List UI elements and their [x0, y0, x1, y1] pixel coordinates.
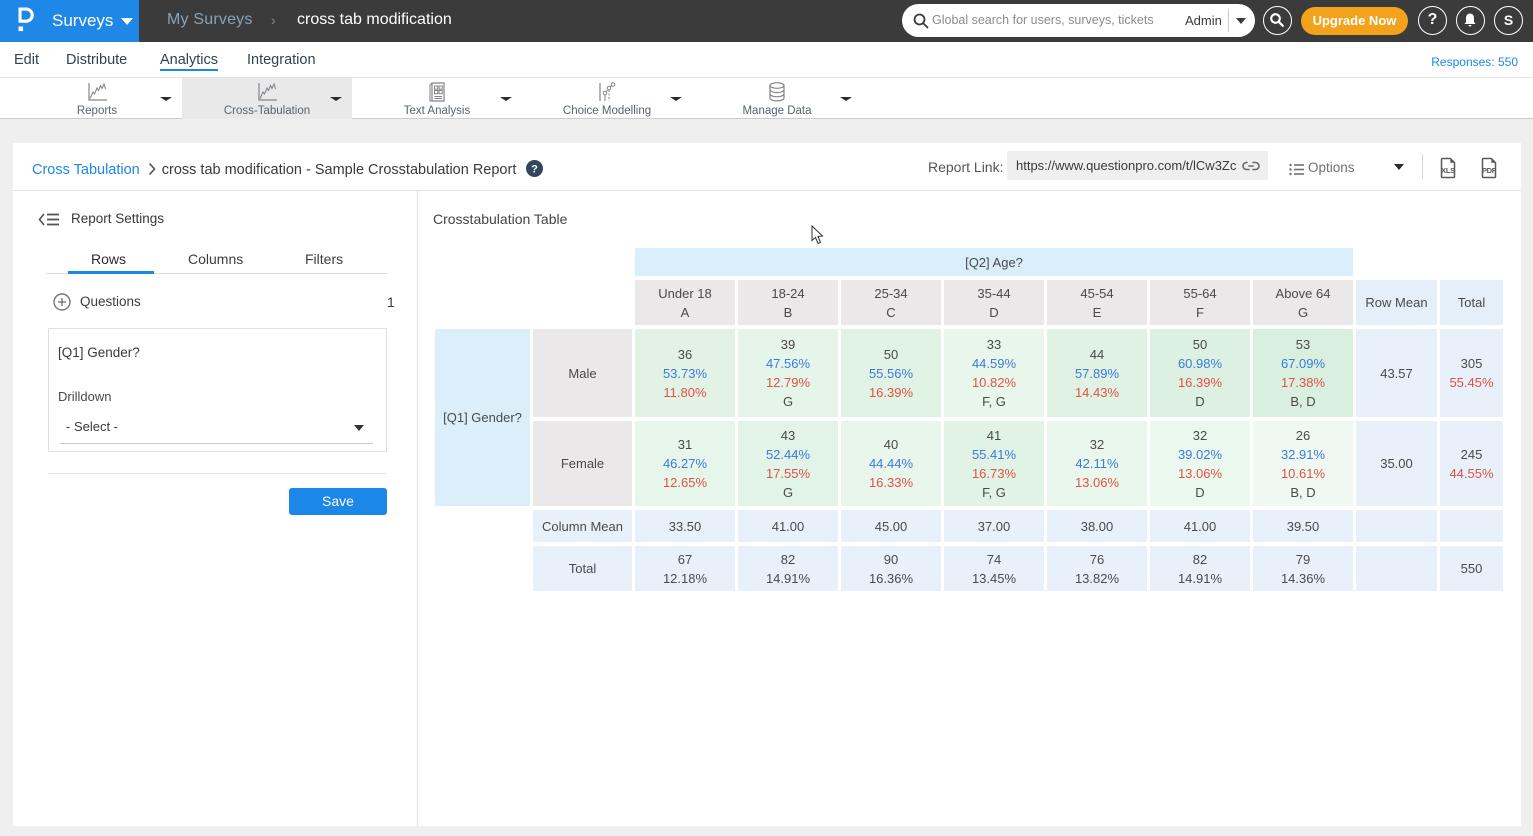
svg-text:?: ?: [532, 164, 539, 176]
svg-text:XLS: XLS: [1441, 166, 1455, 175]
svg-text:PDF: PDF: [1482, 166, 1497, 175]
